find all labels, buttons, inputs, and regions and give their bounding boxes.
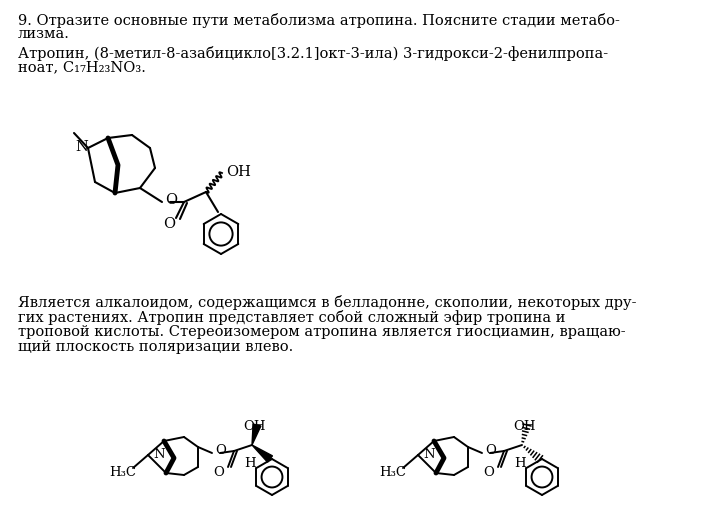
Text: O: O — [165, 193, 177, 207]
Text: N: N — [153, 448, 165, 461]
Text: троповой кислоты. Стереоизомером атропина является гиосциамин, вращаю-: троповой кислоты. Стереоизомером атропин… — [18, 325, 626, 339]
Text: OH: OH — [243, 420, 265, 433]
Text: H₃C: H₃C — [110, 467, 136, 479]
Text: N: N — [423, 448, 434, 461]
Text: гих растениях. Атропин представляет собой сложный эфир тропина и: гих растениях. Атропин представляет собо… — [18, 310, 565, 325]
Text: O: O — [483, 466, 494, 479]
Text: лизма.: лизма. — [18, 27, 70, 41]
Text: H: H — [244, 457, 256, 470]
Text: OH: OH — [512, 420, 535, 433]
Text: O: O — [485, 444, 496, 458]
Text: OH: OH — [226, 165, 251, 179]
Polygon shape — [252, 424, 261, 445]
Text: ноат, C₁₇H₂₃NO₃.: ноат, C₁₇H₂₃NO₃. — [18, 60, 146, 74]
Text: O: O — [163, 217, 175, 231]
Text: H₃C: H₃C — [380, 467, 406, 479]
Text: O: O — [213, 466, 224, 479]
Text: Является алкалоидом, содержащимся в белладонне, скополии, некоторых дру-: Является алкалоидом, содержащимся в белл… — [18, 295, 636, 310]
Text: Атропин, (8-метил-8-азабицикло[3.2.1]окт-3-ила) 3-гидрокси-2-фенилпропа-: Атропин, (8-метил-8-азабицикло[3.2.1]окт… — [18, 46, 608, 61]
Text: N: N — [75, 140, 89, 154]
Text: 9. Отразите основные пути метаболизма атропина. Поясните стадии метабо-: 9. Отразите основные пути метаболизма ат… — [18, 13, 620, 28]
Text: O: O — [215, 444, 226, 458]
Text: H: H — [514, 457, 526, 470]
Polygon shape — [252, 445, 273, 462]
Text: щий плоскость поляризации влево.: щий плоскость поляризации влево. — [18, 340, 293, 354]
